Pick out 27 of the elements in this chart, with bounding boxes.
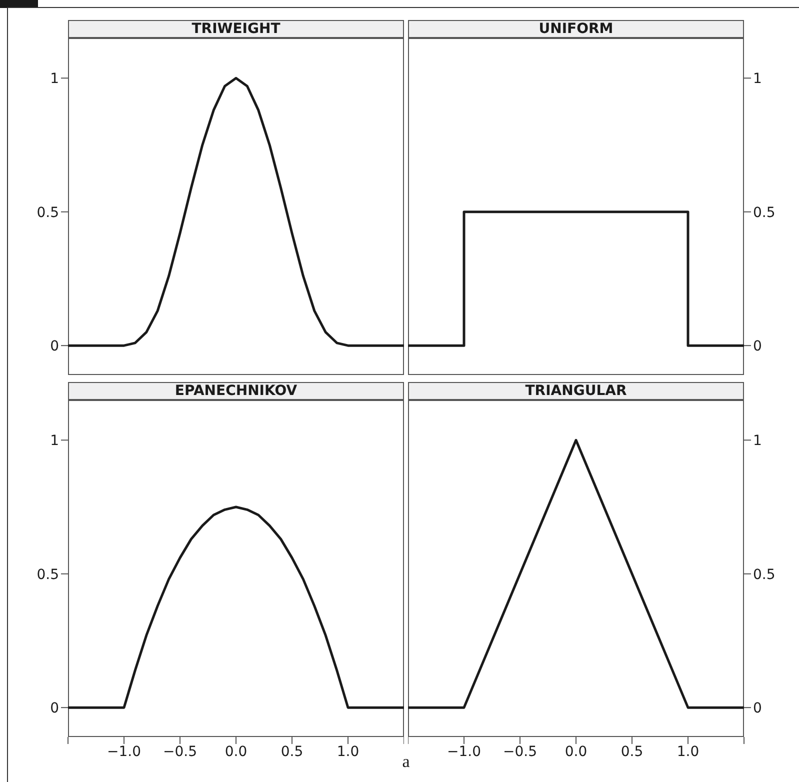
- y-tick-label: 0: [50, 700, 59, 717]
- y-tick-label: 1: [753, 433, 762, 450]
- y-tick-label: 0: [50, 338, 59, 355]
- y-tick-label: 0.5: [36, 566, 59, 583]
- x-tick-label: 1.0: [676, 744, 700, 760]
- x-tick-label: 0.0: [564, 744, 588, 760]
- x-tick-label: 1.0: [336, 744, 360, 760]
- y-tick-label: 1: [50, 71, 59, 88]
- chart-title: UNIFORM: [408, 20, 744, 38]
- y-tick-label: 0.5: [753, 566, 776, 583]
- chart-title: TRIANGULAR: [408, 382, 744, 400]
- x-tick-label: 0.0: [224, 744, 248, 760]
- y-tick-label: 1: [50, 433, 59, 450]
- chart-title: EPANECHNIKOV: [68, 382, 404, 400]
- y-tick-label: 0.5: [753, 204, 776, 221]
- x-tick-label: −1.0: [107, 744, 141, 760]
- y-tick-label: 0: [753, 338, 762, 355]
- x-tick-label: −0.5: [163, 744, 197, 760]
- y-tick-label: 0: [753, 700, 762, 717]
- y-tick-label: 0.5: [36, 204, 59, 221]
- y-tick-label: 1: [753, 71, 762, 88]
- x-tick-label: 0.5: [620, 744, 644, 760]
- x-tick-label: −0.5: [503, 744, 537, 760]
- x-tick-label: 0.5: [280, 744, 304, 760]
- x-axis-title: a: [402, 752, 410, 771]
- chart-title: TRIWEIGHT: [68, 20, 404, 38]
- x-tick-label: −1.0: [447, 744, 481, 760]
